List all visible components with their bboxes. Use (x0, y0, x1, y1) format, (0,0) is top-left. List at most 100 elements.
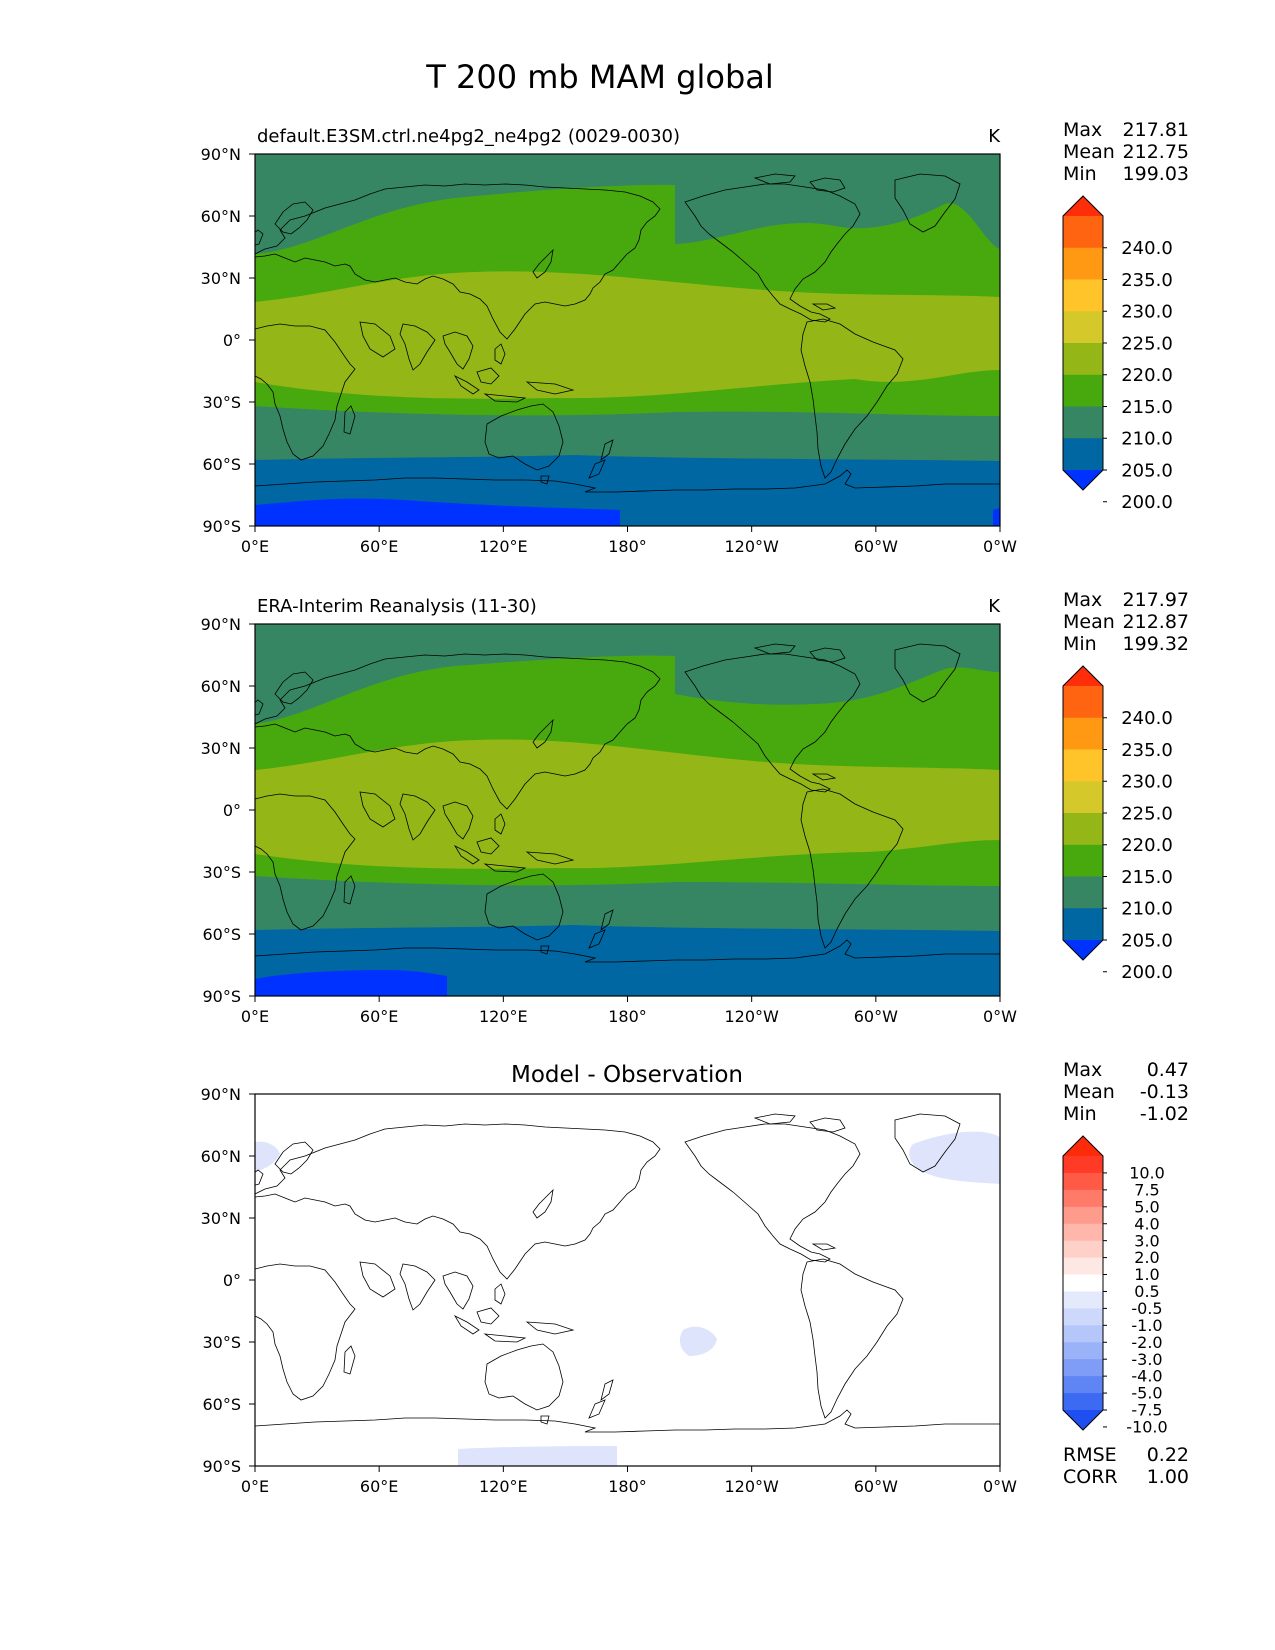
colorbar-label: 235.0 (1121, 740, 1173, 761)
colorbar-label: 240.0 (1121, 238, 1173, 259)
panel-obs-units: K (988, 596, 1001, 617)
colorbar-label: -1.0 (1131, 1316, 1162, 1335)
colorbar-segment (1063, 247, 1103, 280)
colorbar-segment (1063, 717, 1103, 750)
panel-diff-side: Max 0.47 Mean -0.13 Min -1.02 10.07.55.04.03.… (1062, 1059, 1189, 1488)
colorbar-segment (1063, 406, 1103, 439)
colorbar-segment (1063, 813, 1103, 846)
colorbar-label: -2.0 (1131, 1333, 1162, 1352)
lon-tick-label: 60°E (360, 537, 398, 556)
panel-model-colorbar: 240.0 235.0 230.0 225.0 220.0 215.0 210.0 205.0… (1062, 195, 1173, 513)
lon-tick-label: 120°W (724, 1477, 779, 1496)
colorbar-segment (1063, 343, 1103, 376)
colorbar-label: 200.0 (1121, 492, 1173, 513)
stat-value: 217.81 (1123, 119, 1189, 141)
panel-model-axes: 90°N 60°N 30°N 0° 30°S 60°S 90°S0°E 60°E 120°E 18… (201, 145, 1018, 556)
lat-tick-label: 90°S (202, 517, 241, 536)
colorbar-label: 220.0 (1121, 835, 1173, 856)
colorbar-segment (1063, 1308, 1103, 1326)
lat-tick-label: 30°S (202, 393, 241, 412)
stat-value: 212.75 (1123, 141, 1189, 163)
lon-tick-label: 0°W (983, 1477, 1017, 1496)
panel-diff-title: Model - Observation (511, 1062, 743, 1088)
lon-tick-label: 120°E (479, 1477, 528, 1496)
panel-diff-axes: 90°N 60°N 30°N 0° 30°S 60°S 90°S0°E 60°E 120°E 18… (201, 1085, 1018, 1496)
colorbar-label: 215.0 (1121, 397, 1173, 418)
stat-label: Max (1063, 119, 1102, 141)
colorbar-label: 7.5 (1134, 1180, 1159, 1199)
colorbar-label: 205.0 (1121, 460, 1173, 481)
colorbar-label: 235.0 (1121, 270, 1173, 291)
panel-obs-colorbar: 240.0 235.0 230.0 225.0 220.0 215.0 210.0 205.0… (1062, 665, 1173, 983)
stat-value: -0.13 (1140, 1081, 1189, 1103)
lat-tick-label: 0° (223, 331, 241, 350)
colorbar-label: 1.0 (1134, 1265, 1159, 1284)
stat-value: 199.03 (1123, 163, 1189, 185)
lon-tick-label: 0°W (983, 1007, 1017, 1026)
lon-tick-label: 0°E (241, 1007, 269, 1026)
lat-tick-label: 30°S (202, 1333, 241, 1352)
colorbar-segment (1063, 1291, 1103, 1309)
colorbar-label: 240.0 (1121, 708, 1173, 729)
colorbar-segment (1063, 844, 1103, 877)
stat-value: -1.02 (1140, 1103, 1189, 1125)
lat-tick-label: 90°N (201, 145, 241, 164)
stat-label: Max (1063, 1059, 1102, 1081)
panel-obs: ERA-Interim Reanalysis (11-30) K 90°N 60°… (201, 596, 1018, 1026)
colorbar-label: 215.0 (1121, 867, 1173, 888)
colorbar-label: 210.0 (1121, 429, 1173, 450)
colorbar-segment (1063, 1393, 1103, 1411)
colorbar-label: 200.0 (1121, 962, 1173, 983)
lat-tick-label: 0° (223, 1271, 241, 1290)
stat-value: 217.97 (1123, 589, 1189, 611)
lat-tick-label: 90°N (201, 1085, 241, 1104)
colorbar-label: 10.0 (1129, 1164, 1165, 1183)
colorbar-label: 2.0 (1134, 1248, 1159, 1267)
stat-label: Min (1063, 1103, 1097, 1125)
colorbar-segment (1063, 438, 1103, 471)
panel-diff-field (255, 1094, 1000, 1466)
panel-model: default.E3SM.ctrl.ne4pg2_ne4pg2 (0029-00… (201, 126, 1018, 556)
panel-diff-colorbar: 10.07.55.04.03.02.01.00.5-0.5-1.0-2.0-3.… (1062, 1135, 1168, 1437)
colorbar-segment (1063, 876, 1103, 909)
lat-tick-label: 60°S (202, 1395, 241, 1414)
colorbar-segment (1063, 1359, 1103, 1377)
colorbar-label: 0.5 (1134, 1282, 1159, 1301)
colorbar-segment (1063, 311, 1103, 344)
lon-tick-label: 180° (608, 537, 647, 556)
colorbar-extend-max (1063, 196, 1103, 216)
panel-model-stats: Max 217.81 Mean 212.75 Min 199.03 (1063, 119, 1189, 185)
colorbar-label: 230.0 (1121, 302, 1173, 323)
colorbar-segment (1063, 1342, 1103, 1360)
colorbar-extend-max (1063, 1136, 1103, 1156)
colorbar-extend-min (1063, 470, 1103, 490)
colorbar-segment (1063, 1189, 1103, 1208)
lon-tick-label: 60°W (854, 1007, 898, 1026)
lon-tick-label: 60°W (854, 1477, 898, 1496)
lon-tick-label: 60°E (360, 1007, 398, 1026)
panel-obs-field (255, 624, 1000, 996)
colorbar-extend-max (1063, 666, 1103, 686)
colorbar-label: -10.0 (1126, 1418, 1167, 1437)
colorbar-label: 210.0 (1121, 899, 1173, 920)
stat-label: Mean (1063, 611, 1115, 633)
stat-label: Min (1063, 163, 1097, 185)
colorbar-label: -7.5 (1131, 1401, 1162, 1420)
colorbar-label: 205.0 (1121, 930, 1173, 951)
lat-tick-label: 30°S (202, 863, 241, 882)
stat-label: Mean (1063, 1081, 1115, 1103)
colorbar-segment (1063, 908, 1103, 941)
panel-obs-title: ERA-Interim Reanalysis (11-30) (257, 596, 537, 617)
colorbar-segment (1063, 1172, 1103, 1191)
panel-model-units: K (988, 126, 1001, 147)
stat-value: 0.47 (1147, 1059, 1189, 1081)
panel-diff-metrics: RMSE 0.22 CORR 1.00 (1063, 1444, 1189, 1488)
lat-tick-label: 60°N (201, 1147, 241, 1166)
colorbar-label: 5.0 (1134, 1197, 1159, 1216)
colorbar-label: -0.5 (1131, 1299, 1162, 1318)
colorbar-segment (1063, 1274, 1103, 1292)
lat-tick-label: 60°S (202, 455, 241, 474)
